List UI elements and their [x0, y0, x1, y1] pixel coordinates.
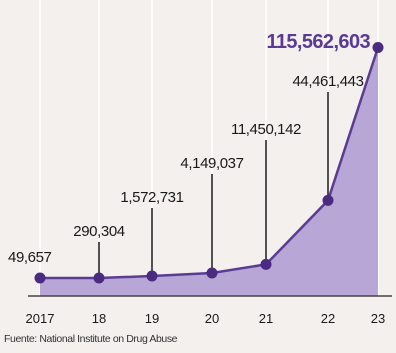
leader-lines [98, 92, 329, 278]
data-label-4: 11,450,142 [231, 121, 301, 138]
x-tick-label-0: 2017 [26, 311, 55, 326]
data-label-1: 290,304 [73, 223, 124, 240]
x-tick-labels: 2017 18 19 20 21 22 23 [26, 311, 386, 326]
data-point-0 [34, 272, 46, 284]
data-label-3: 4,149,037 [180, 155, 243, 172]
data-point-2 [146, 270, 158, 282]
data-markers [34, 42, 384, 284]
data-point-1 [93, 272, 105, 284]
x-tick-label-1: 18 [92, 311, 106, 326]
x-tick-label-2: 19 [145, 311, 159, 326]
area-fill [40, 47, 378, 296]
x-tick-label-4: 21 [259, 311, 273, 326]
data-point-6 [372, 42, 384, 54]
data-point-5 [322, 194, 334, 206]
data-label-5: 44,461,443 [292, 73, 363, 90]
data-label-2: 1,572,731 [120, 189, 183, 206]
data-label-6: 115,562,603 [266, 31, 370, 53]
data-point-3 [206, 267, 218, 279]
data-point-4 [260, 258, 272, 270]
data-labels: 49,657 290,304 1,572,731 4,149,037 11,450,14… [8, 31, 371, 266]
x-tick-label-6: 23 [371, 311, 385, 326]
data-label-0: 49,657 [8, 249, 52, 266]
x-tick-label-3: 20 [205, 311, 219, 326]
x-tick-label-5: 22 [321, 311, 335, 326]
source-note: Fuente: National Institute on Drug Abuse [4, 333, 178, 345]
